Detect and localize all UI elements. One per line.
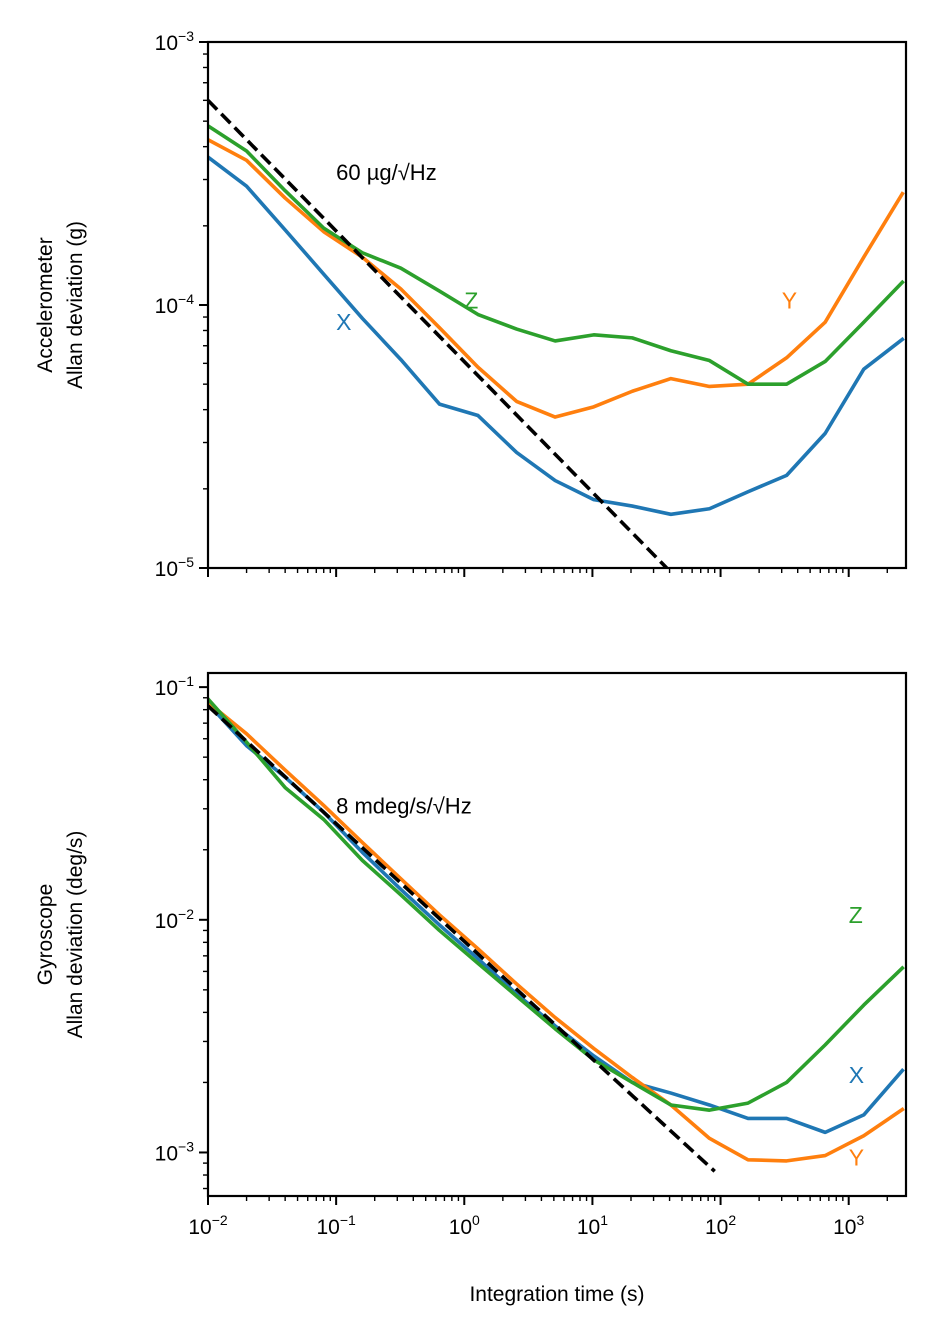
series-line-z <box>208 123 905 386</box>
y-tick-label: 10−3 <box>155 1138 195 1165</box>
slope-annotation: 60 µg/√Hz <box>336 160 437 185</box>
series-label: Z <box>849 902 863 928</box>
series-line-y <box>208 137 905 419</box>
x-tick-label-exponent: −2 <box>212 1212 228 1228</box>
x-tick-label-exponent: 2 <box>728 1212 736 1228</box>
y-tick-label-exponent: −3 <box>178 1138 194 1154</box>
y-tick-label: 10−3 <box>155 28 195 55</box>
y-tick-label-exponent: −1 <box>178 673 194 689</box>
y-tick-label-exponent: −5 <box>178 554 194 570</box>
x-tick-label: 101 <box>577 1212 608 1239</box>
plot-area <box>208 696 905 1173</box>
x-tick-label: 10−1 <box>316 1212 356 1239</box>
y-tick-label-base: 10 <box>155 295 178 318</box>
y-tick-label-base: 10 <box>155 558 178 581</box>
y-tick-label-exponent: −2 <box>178 906 194 922</box>
series-line-x <box>208 154 905 517</box>
x-tick-label-base: 10 <box>449 1216 472 1239</box>
y-axis-label-line: Allan deviation (g) <box>64 221 87 389</box>
y-axis-label-line: Allan deviation (deg/s) <box>64 831 87 1039</box>
x-tick-label-base: 10 <box>577 1216 600 1239</box>
series-label: Y <box>849 1145 864 1171</box>
series-label: Z <box>464 288 478 314</box>
x-tick-label-base: 10 <box>316 1216 339 1239</box>
x-tick-label: 102 <box>705 1212 736 1239</box>
series-label: Y <box>782 288 797 314</box>
y-axis-label-line: Gyroscope <box>34 884 57 986</box>
y-tick-label: 10−1 <box>155 673 195 700</box>
slope-annotation: 8 mdeg/s/√Hz <box>336 793 472 818</box>
x-tick-label-base: 10 <box>705 1216 728 1239</box>
y-tick-label: 10−5 <box>155 554 195 581</box>
x-axis-label: Integration time (s) <box>469 1283 644 1306</box>
y-tick-label: 10−2 <box>155 906 195 933</box>
series-line-z <box>208 696 905 1112</box>
x-tick-label-base: 10 <box>188 1216 211 1239</box>
reference-slope-line <box>208 99 668 568</box>
y-tick-label-exponent: −4 <box>178 291 194 307</box>
x-tick-label-exponent: 3 <box>856 1212 864 1228</box>
y-tick-label-base: 10 <box>155 677 178 700</box>
x-tick-label: 100 <box>449 1212 480 1239</box>
x-tick-label-exponent: −1 <box>340 1212 356 1228</box>
y-tick-label-base: 10 <box>155 32 178 55</box>
y-axis-label: Gyroscope Allan deviation (deg/s) <box>34 831 87 1039</box>
series-label: X <box>336 309 351 335</box>
y-tick-label: 10−4 <box>155 291 195 318</box>
y-tick-label-base: 10 <box>155 1142 178 1165</box>
series-line-y <box>208 700 905 1163</box>
reference-slope-line <box>208 704 716 1173</box>
plot-area <box>208 99 905 568</box>
x-tick-label: 10−2 <box>188 1212 228 1239</box>
y-tick-label-base: 10 <box>155 910 178 933</box>
series-label: X <box>849 1062 864 1088</box>
y-tick-label-exponent: −3 <box>178 28 194 44</box>
x-tick-label-exponent: 0 <box>472 1212 480 1228</box>
x-tick-label: 103 <box>833 1212 864 1239</box>
x-tick-label-base: 10 <box>833 1216 856 1239</box>
axes-frame <box>206 671 908 1198</box>
x-tick-label-exponent: 1 <box>600 1212 608 1228</box>
gyroscope-panel: 10−310−210−110−2 10−1 100 101 102 103Gyroscop… <box>34 671 908 1306</box>
y-axis-label: Accelerometer Allan deviation (g) <box>34 221 87 389</box>
y-axis-label-line: Accelerometer <box>34 237 57 372</box>
